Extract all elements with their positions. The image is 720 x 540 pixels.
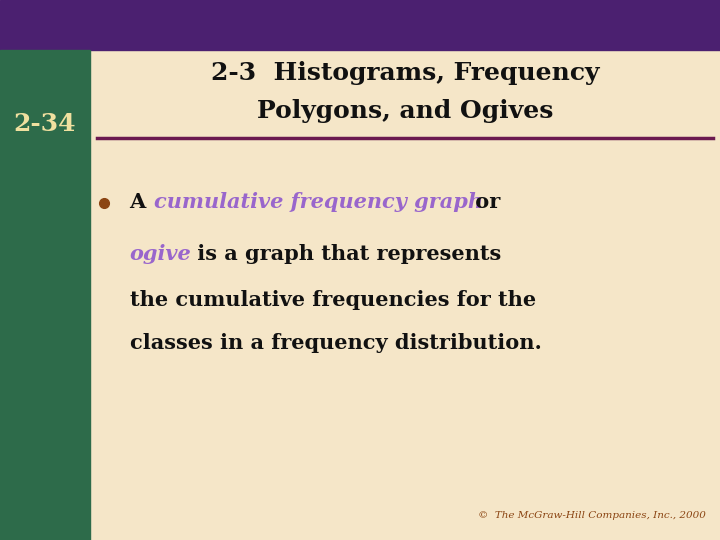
Text: ogive: ogive [130, 244, 192, 264]
Text: 2-34: 2-34 [14, 112, 76, 136]
Text: the cumulative frequencies for the: the cumulative frequencies for the [130, 289, 536, 310]
Text: classes in a frequency distribution.: classes in a frequency distribution. [130, 333, 541, 353]
Text: A: A [130, 192, 153, 213]
Bar [0, 0, 720, 50]
Bar [0, 50, 90, 540]
Text: Polygons, and Ogives: Polygons, and Ogives [257, 99, 553, 123]
Text: is a graph that represents: is a graph that represents [190, 244, 501, 264]
Text: cumulative frequency graph: cumulative frequency graph [154, 192, 483, 213]
Text: or: or [468, 192, 500, 213]
Text: ©  The McGraw-Hill Companies, Inc., 2000: © The McGraw-Hill Companies, Inc., 2000 [478, 511, 706, 520]
Text: 2-3  Histograms, Frequency: 2-3 Histograms, Frequency [211, 61, 599, 85]
